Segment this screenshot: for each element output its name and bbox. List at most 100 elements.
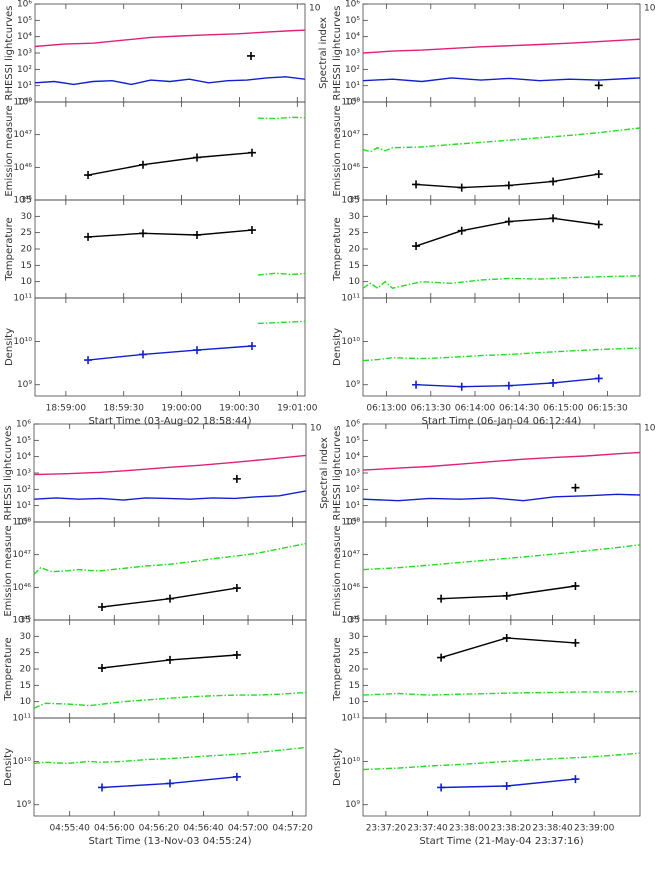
x-tick-label: 06:15:00 [543,404,584,414]
panel-frame [34,199,306,299]
series-line [363,752,640,771]
plus-marker [502,782,511,791]
y-tick-label: 10⁴ [16,452,31,462]
y-tick-label: 35 [20,616,31,626]
x-tick-label: 23:39:00 [574,824,615,834]
y-tick-label: 10⁴⁷ [341,550,360,560]
plus-marker [84,356,93,365]
y-axis-label: Emission measure [3,525,14,616]
y-tick-label: 15 [349,261,360,271]
plus-marker [232,584,241,593]
series-line [87,345,253,361]
y-axis-label: Density [3,748,14,786]
series-line [363,544,640,571]
y-tick-label: 10⁵ [16,436,31,446]
series-line [35,76,305,86]
plus-marker [247,226,256,235]
y-tick-label: 10³ [345,49,360,59]
y-axis-label: Density [332,328,343,366]
y-tick-label: 35 [21,196,32,206]
x-tick-label: 06:15:30 [587,404,628,414]
y2-axis-label: Spectral index [319,437,330,509]
series-line [363,690,640,696]
plus-marker [98,664,106,673]
y-tick-label: 10⁰ [345,98,360,108]
y-axis-label: Density [332,748,343,786]
plus-marker [247,148,256,157]
plus-marker [549,378,558,387]
y-tick-label: 30 [349,632,361,642]
plus-marker [437,594,446,603]
x-axis-label: Start Time (21-May-04 23:37:16) [419,836,583,847]
plus-marker [232,772,241,781]
plot-area [363,38,640,90]
y2-tick-label: 10 [644,424,656,434]
y-tick-label: 10⁵ [345,16,360,26]
y-axis-label: Temperature [332,217,343,281]
plus-marker [549,214,558,223]
y-tick-label: 10³ [17,49,32,59]
series-line [363,347,640,362]
series-line [34,746,306,765]
y-tick-label: 10⁴⁷ [341,130,360,140]
panel-frame [33,619,307,719]
y-tick-label: 10⁹ [345,800,360,810]
y2-axis-label: Spectral index [318,17,329,89]
x-axis-label: Start Time (06-Jan-04 06:12:44) [422,416,582,427]
series-line [257,320,305,325]
y-tick-label: 25 [20,648,31,658]
panel-frame [362,297,641,397]
panel-frame [362,619,641,719]
y-tick-label: 10⁴⁵ [341,196,360,206]
y-tick-label: 10⁰ [17,98,32,108]
series-line [363,275,640,290]
series-line [363,38,640,54]
plus-marker [247,342,256,351]
panel-frame [34,3,306,103]
series-line [363,493,640,502]
y-tick-label: 30 [349,212,361,222]
plot-area [35,29,305,86]
y-axis-label: RHESSI lightcurves [332,6,343,101]
y-tick-label: 10⁶ [345,0,360,10]
y2-tick-label: 10 [309,4,321,14]
plus-marker [457,226,466,235]
y-axis-label: RHESSI lightcurves [332,426,343,521]
plus-marker [549,177,558,186]
x-axis-label: Start Time (03-Aug-02 18:58:44) [88,416,251,427]
panel-frame [34,101,306,201]
plus-marker [193,346,201,355]
panel-frame [34,297,306,397]
plus-marker [457,382,466,391]
plot-area [363,127,640,192]
y-tick-label: 10 [349,697,361,707]
plus-marker [571,775,580,784]
y-tick-label: 10¹ [17,81,32,91]
plus-marker [502,591,511,600]
plot-area [363,347,640,391]
y-tick-label: 10⁴⁷ [12,550,31,560]
y-tick-label: 10 [21,277,33,287]
y-tick-label: 10⁴⁷ [13,130,32,140]
plus-marker [437,783,446,792]
plus-marker [84,232,93,241]
series-line [441,585,576,600]
y-tick-label: 25 [21,228,32,238]
y-tick-label: 15 [349,681,360,691]
x-tick-label: 04:57:20 [272,824,313,834]
plus-marker [571,638,580,647]
plus-marker [232,650,241,659]
plus-marker [166,594,174,603]
y2-tick-label: 10 [310,424,322,434]
plot-area [363,451,640,502]
series-line [34,490,306,501]
plus-marker [594,374,603,383]
y-tick-label: 10 [20,697,32,707]
series-line [87,152,253,176]
plus-marker [502,633,511,642]
x-tick-label: 23:38:20 [491,824,532,834]
y-axis-label: Emission measure [332,525,343,616]
y-tick-label: 10⁰ [16,518,31,528]
panel-frame [362,199,641,299]
y-tick-label: 30 [21,212,33,222]
